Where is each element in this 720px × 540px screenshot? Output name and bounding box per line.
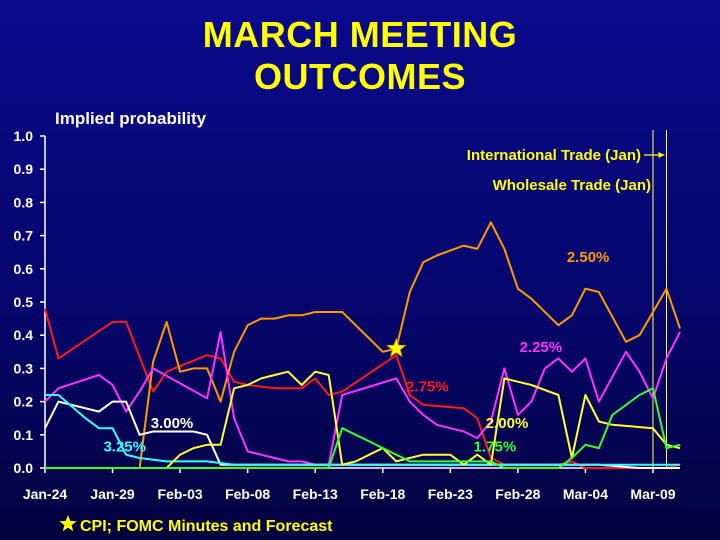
x-tick-label: Mar-04 bbox=[563, 486, 608, 502]
event-arrow-head-icon bbox=[658, 152, 665, 158]
series-line-2-50pct bbox=[45, 221, 681, 469]
y-axis-title: Implied probability bbox=[55, 109, 207, 128]
y-tick-label: 0.7 bbox=[14, 228, 34, 244]
x-tick-label: Feb-08 bbox=[225, 486, 270, 502]
series-label: 2.25% bbox=[520, 339, 563, 356]
series-lines bbox=[44, 221, 681, 469]
series-labels: 2.50% 2.25% 2.75% 2.00% 1.75% 3.00% 3.25% bbox=[103, 249, 609, 455]
y-tick-label: 0.1 bbox=[14, 427, 34, 443]
series-label: 3.00% bbox=[151, 415, 194, 432]
series-label: 2.00% bbox=[486, 415, 529, 432]
x-tick-label: Feb-28 bbox=[495, 486, 540, 502]
series-label: 2.50% bbox=[567, 249, 610, 266]
series-label: 1.75% bbox=[474, 438, 517, 455]
series-label: 3.25% bbox=[103, 438, 146, 455]
event-lines: International Trade (Jan) Wholesale Trade… bbox=[467, 130, 667, 468]
footnote-text: CPI; FOMC Minutes and Forecast bbox=[80, 518, 333, 535]
series-line-1-75pct bbox=[45, 387, 681, 469]
y-tick-label: 0.9 bbox=[14, 161, 34, 177]
series-line-3-25pct bbox=[45, 394, 680, 466]
event-label: International Trade (Jan) bbox=[467, 147, 641, 164]
x-tick-label: Jan-29 bbox=[90, 486, 135, 502]
x-tick-label: Mar-09 bbox=[630, 486, 675, 502]
y-tick-label: 0.5 bbox=[14, 294, 34, 310]
y-tick-label: 0.4 bbox=[14, 327, 34, 343]
title-line-1: MARCH MEETING bbox=[202, 14, 518, 55]
x-tick-label: Jan-24 bbox=[23, 486, 68, 502]
chart-title: MARCH MEETING OUTCOMES bbox=[0, 14, 720, 98]
footnote-star-icon bbox=[59, 515, 77, 532]
series-line-2-25pct bbox=[44, 330, 681, 466]
x-tick-label: Feb-23 bbox=[428, 486, 473, 502]
y-tick-label: 0.2 bbox=[14, 394, 34, 410]
y-tick-label: 0.0 bbox=[14, 460, 34, 476]
event-label: Wholesale Trade (Jan) bbox=[493, 177, 651, 194]
x-tick-label: Feb-03 bbox=[158, 486, 203, 502]
y-tick-label: 0.8 bbox=[14, 194, 34, 210]
x-tick-label: Feb-18 bbox=[360, 486, 405, 502]
x-tick-label: Feb-13 bbox=[293, 486, 338, 502]
y-tick-label: 0.6 bbox=[14, 261, 34, 277]
y-tick-label: 0.3 bbox=[14, 360, 34, 376]
axes: 0.0 0.1 0.2 0.3 0.4 0.5 0.6 0.7 0.8 0.9 1.0 Jan-24 J… bbox=[14, 128, 680, 502]
footnote: CPI; FOMC Minutes and Forecast bbox=[59, 515, 333, 535]
series-label: 2.75% bbox=[406, 379, 449, 396]
cpi-star-icon bbox=[385, 337, 407, 358]
title-line-2: OUTCOMES bbox=[253, 56, 466, 97]
y-tick-label: 1.0 bbox=[14, 128, 34, 144]
